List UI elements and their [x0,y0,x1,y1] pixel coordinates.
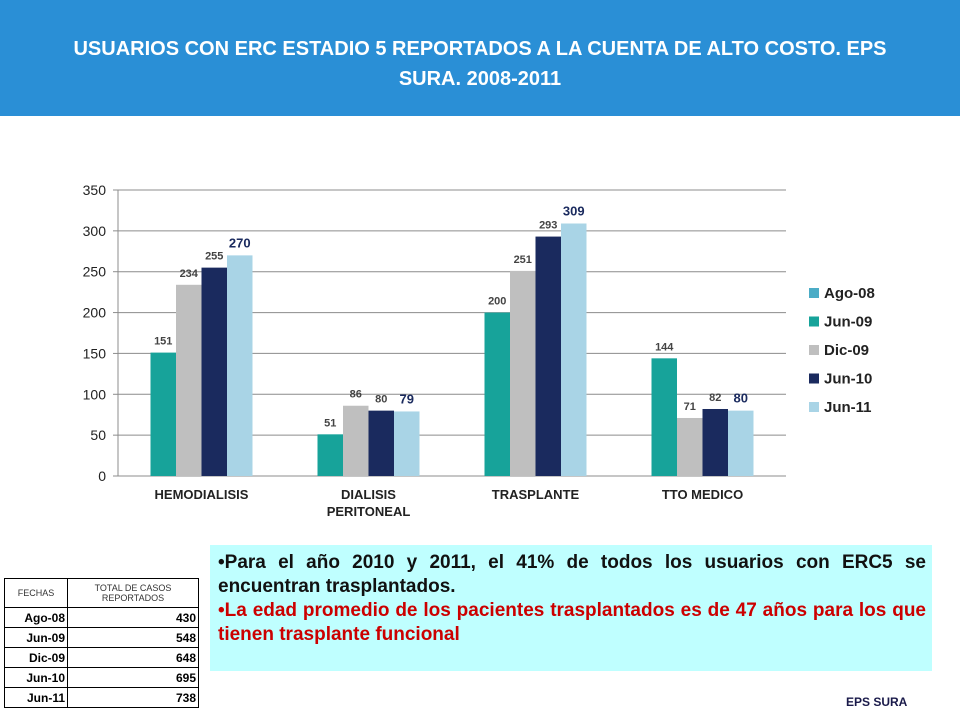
table-row: Jun-09 548 [4,627,199,648]
data-label: 79 [400,391,414,406]
table-cell-date: Jun-10 [4,667,68,688]
notes-box: •Para el año 2010 y 2011, el 41% de todo… [210,545,932,671]
bar [651,358,677,476]
bar [394,411,420,476]
data-label: 293 [539,220,557,232]
y-tick-label: 150 [83,345,107,361]
bar [510,270,536,476]
y-tick-label: 50 [90,427,106,443]
bar [484,312,510,476]
table-header-total: TOTAL DE CASOS REPORTADOS [67,578,199,608]
y-tick-label: 0 [98,468,106,484]
table-header-row: FECHAS TOTAL DE CASOS REPORTADOS [4,578,199,608]
table-cell-total: 648 [67,647,199,668]
data-label: 144 [655,341,674,353]
bars [150,223,754,476]
x-category-label: DIALISIS [341,487,396,502]
data-label: 200 [488,296,506,308]
legend-entry: Jun-09 [824,314,872,331]
data-label: 309 [563,204,585,219]
footer-brand: EPS SURA [846,695,908,709]
bar [343,405,369,476]
data-label: 86 [350,389,362,401]
data-label: 251 [514,254,532,266]
y-tick-label: 350 [83,182,107,198]
table-cell-date: Dic-09 [4,647,68,668]
legend-swatch [809,345,819,355]
bar [702,408,728,476]
table-cell-date: Ago-08 [4,607,68,628]
data-label: 255 [205,251,223,263]
x-category-label: TRASPLANTE [492,487,580,502]
legend-swatch [809,402,819,412]
data-label: 71 [684,401,696,413]
data-label: 151 [154,336,172,348]
y-tick-labels: 0 50 100 150 200 250 300 350 [83,182,107,484]
legend-entry: Jun-10 [824,371,872,388]
table-cell-date: Jun-11 [4,687,68,708]
table-cell-total: 695 [67,667,199,688]
x-category-labels: HEMODIALISIS DIALISIS PERITONEAL TRASPLANTE… [155,487,744,519]
table-cell-total: 430 [67,607,199,628]
x-category-label: HEMODIALISIS [155,487,249,502]
legend: Ago-08 Jun-09 Dic-09 Jun-10 Jun-11 [809,285,875,416]
y-tick-label: 300 [83,223,107,239]
header-bar: USUARIOS CON ERC ESTADIO 5 REPORTADOS A … [0,0,960,116]
data-label: 82 [709,392,721,404]
bar [368,410,394,476]
bar [227,255,253,476]
bar [535,236,561,476]
note-bullet-transplant-share: •Para el año 2010 y 2011, el 41% de todo… [218,552,926,597]
bar [728,410,754,476]
table-cell-total: 738 [67,687,199,708]
table-cell-total: 548 [67,627,199,648]
bar [561,223,587,476]
y-tick-label: 200 [83,305,107,321]
table-row: Ago-08 430 [4,607,199,628]
note-bullet-average-age: •La edad promedio de los pacientes trasp… [218,600,926,645]
table-row: Dic-09 648 [4,647,199,668]
bar [677,417,703,476]
x-category-label: TTO MEDICO [662,487,743,502]
cases-table: FECHAS TOTAL DE CASOS REPORTADOS Ago-08 4… [4,578,199,708]
y-tick-label: 100 [83,386,107,402]
data-label: 51 [324,417,336,429]
bar [201,267,227,476]
legend-swatch [809,316,819,327]
legend-entry: Dic-09 [824,342,869,359]
legend-entry: Ago-08 [824,285,875,302]
bar [150,352,176,476]
page-title: USUARIOS CON ERC ESTADIO 5 REPORTADOS A … [73,38,887,90]
legend-swatch [809,373,819,384]
data-label: 80 [734,391,748,406]
table-header-fechas: FECHAS [4,578,68,608]
legend-entry: Jun-11 [824,399,872,416]
table-row: Jun-11 738 [4,687,199,708]
y-tick-label: 250 [83,264,107,280]
legend-swatch [809,288,819,298]
x-category-label: PERITONEAL [327,504,411,519]
data-labels: 151 234 255 270 51 86 80 79 200 251 293 309 144 71 82 8… [154,204,748,430]
data-label: 80 [375,394,387,406]
table-cell-date: Jun-09 [4,627,68,648]
table-row: Jun-10 695 [4,667,199,688]
data-label: 234 [180,268,199,280]
bar [176,284,202,476]
bar [317,434,343,476]
data-label: 270 [229,235,251,250]
